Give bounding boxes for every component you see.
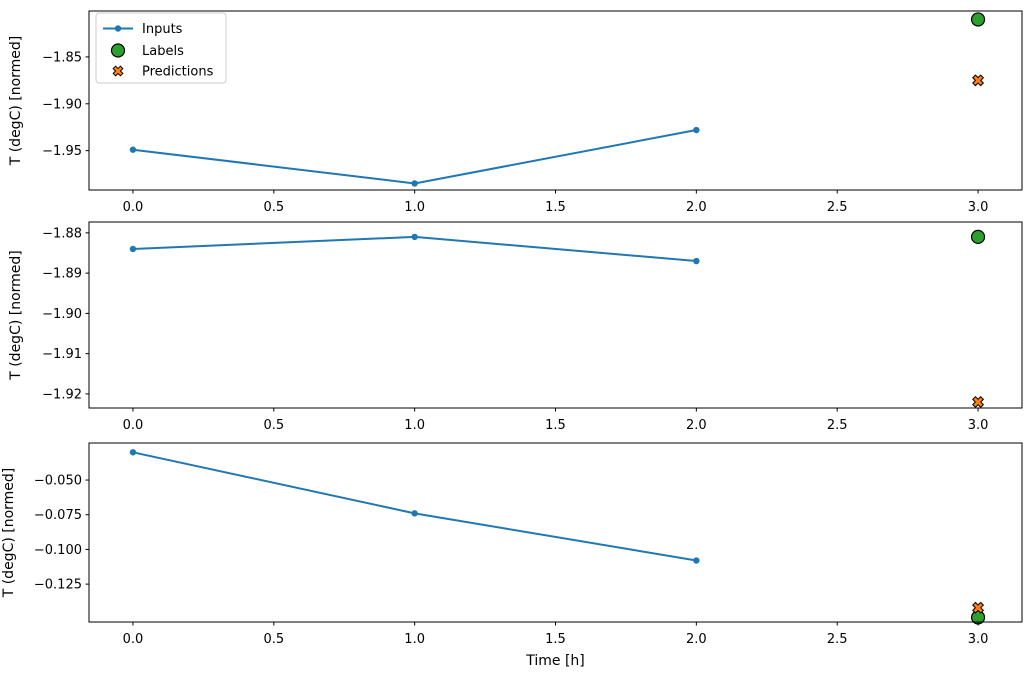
x-tick-label: 0.5: [263, 200, 284, 215]
predictions-marker: [972, 395, 985, 408]
x-tick-label: 2.0: [686, 632, 707, 647]
x-tick-label: 0.0: [123, 418, 144, 433]
x-axis-label: Time [h]: [525, 653, 585, 669]
axes-border: [88, 442, 1023, 623]
y-tick-label: −1.88: [42, 226, 82, 241]
inputs-point: [693, 257, 700, 265]
y-tick-label: −1.85: [42, 50, 82, 65]
x-tick-label: 2.0: [686, 200, 707, 215]
legend-label: Predictions: [142, 65, 214, 80]
subplot-top: 0.0 0.5 1.0 1.5 2.0 2.5 3.0 −1.85 −1.90 −1.95 T (d…: [8, 10, 1023, 215]
y-tick-label: −0.075: [34, 508, 82, 523]
y-tick-label: −0.100: [34, 543, 82, 558]
legend-predictions-marker-sample: [112, 65, 124, 77]
x-tick-label: 1.5: [545, 200, 566, 215]
y-tick-label: −1.95: [42, 144, 82, 159]
y-axis-label: T (degC) [normed]: [1, 468, 17, 599]
inputs-point: [129, 449, 137, 456]
y-axis-label: T (degC) [normed]: [8, 250, 24, 381]
y-tick-label: −1.90: [42, 307, 82, 322]
y-tick-label: −1.89: [42, 267, 82, 282]
axes-border: [88, 10, 1023, 191]
x-tick-label: 0.5: [263, 632, 284, 647]
inputs-point: [129, 245, 137, 253]
x-tick-label: 2.5: [827, 632, 848, 647]
x-tick-label: 0.0: [123, 200, 144, 215]
x-tick-label: 1.5: [545, 632, 566, 647]
inputs-point: [693, 557, 700, 564]
inputs-line: [132, 129, 697, 185]
predictions-marker: [972, 74, 985, 87]
legend-label: Labels: [142, 44, 184, 59]
legend-labels-marker-sample: [110, 43, 126, 58]
legend-inputs-dot-sample: [114, 25, 122, 32]
x-tick-label: 1.5: [545, 418, 566, 433]
y-axis-label: T (degC) [normed]: [8, 36, 24, 167]
y-tick-label: −1.90: [42, 97, 82, 112]
y-tick-label: −0.050: [34, 474, 82, 489]
x-tick-label: 2.0: [686, 418, 707, 433]
inputs-point: [411, 510, 418, 517]
labels-marker: [970, 12, 986, 27]
legend: Inputs Labels Predictions: [95, 12, 227, 84]
inputs-point: [411, 180, 418, 187]
predictions-marker: [972, 601, 985, 614]
subplot-bottom: 0.0 0.5 1.0 1.5 2.0 2.5 3.0 −0.050 −0.075 −0.100 −…: [1, 442, 1023, 669]
x-tick-label: 3.0: [968, 418, 989, 433]
y-tick-label: −1.92: [42, 387, 82, 402]
x-tick-label: 1.0: [404, 418, 425, 433]
x-tick-label: 3.0: [968, 632, 989, 647]
legend-box: [95, 12, 227, 84]
labels-marker: [970, 229, 986, 244]
inputs-line: [132, 451, 697, 562]
x-tick-label: 0.5: [263, 418, 284, 433]
inputs-line: [132, 235, 697, 263]
y-tick-label: −1.91: [42, 347, 82, 362]
inputs-point: [129, 146, 137, 153]
x-tick-label: 1.0: [404, 200, 425, 215]
subplot-middle: 0.0 0.5 1.0 1.5 2.0 2.5 3.0 −1.88 −1.89 −1.90 −1.9…: [8, 221, 1023, 433]
inputs-point: [693, 126, 700, 134]
x-tick-label: 0.0: [123, 632, 144, 647]
x-tick-label: 2.5: [827, 418, 848, 433]
y-tick-label: −0.125: [34, 578, 82, 593]
legend-label: Inputs: [142, 22, 183, 37]
inputs-point: [411, 233, 418, 241]
x-tick-label: 2.5: [827, 200, 848, 215]
x-tick-label: 3.0: [968, 200, 989, 215]
x-tick-label: 1.0: [404, 632, 425, 647]
